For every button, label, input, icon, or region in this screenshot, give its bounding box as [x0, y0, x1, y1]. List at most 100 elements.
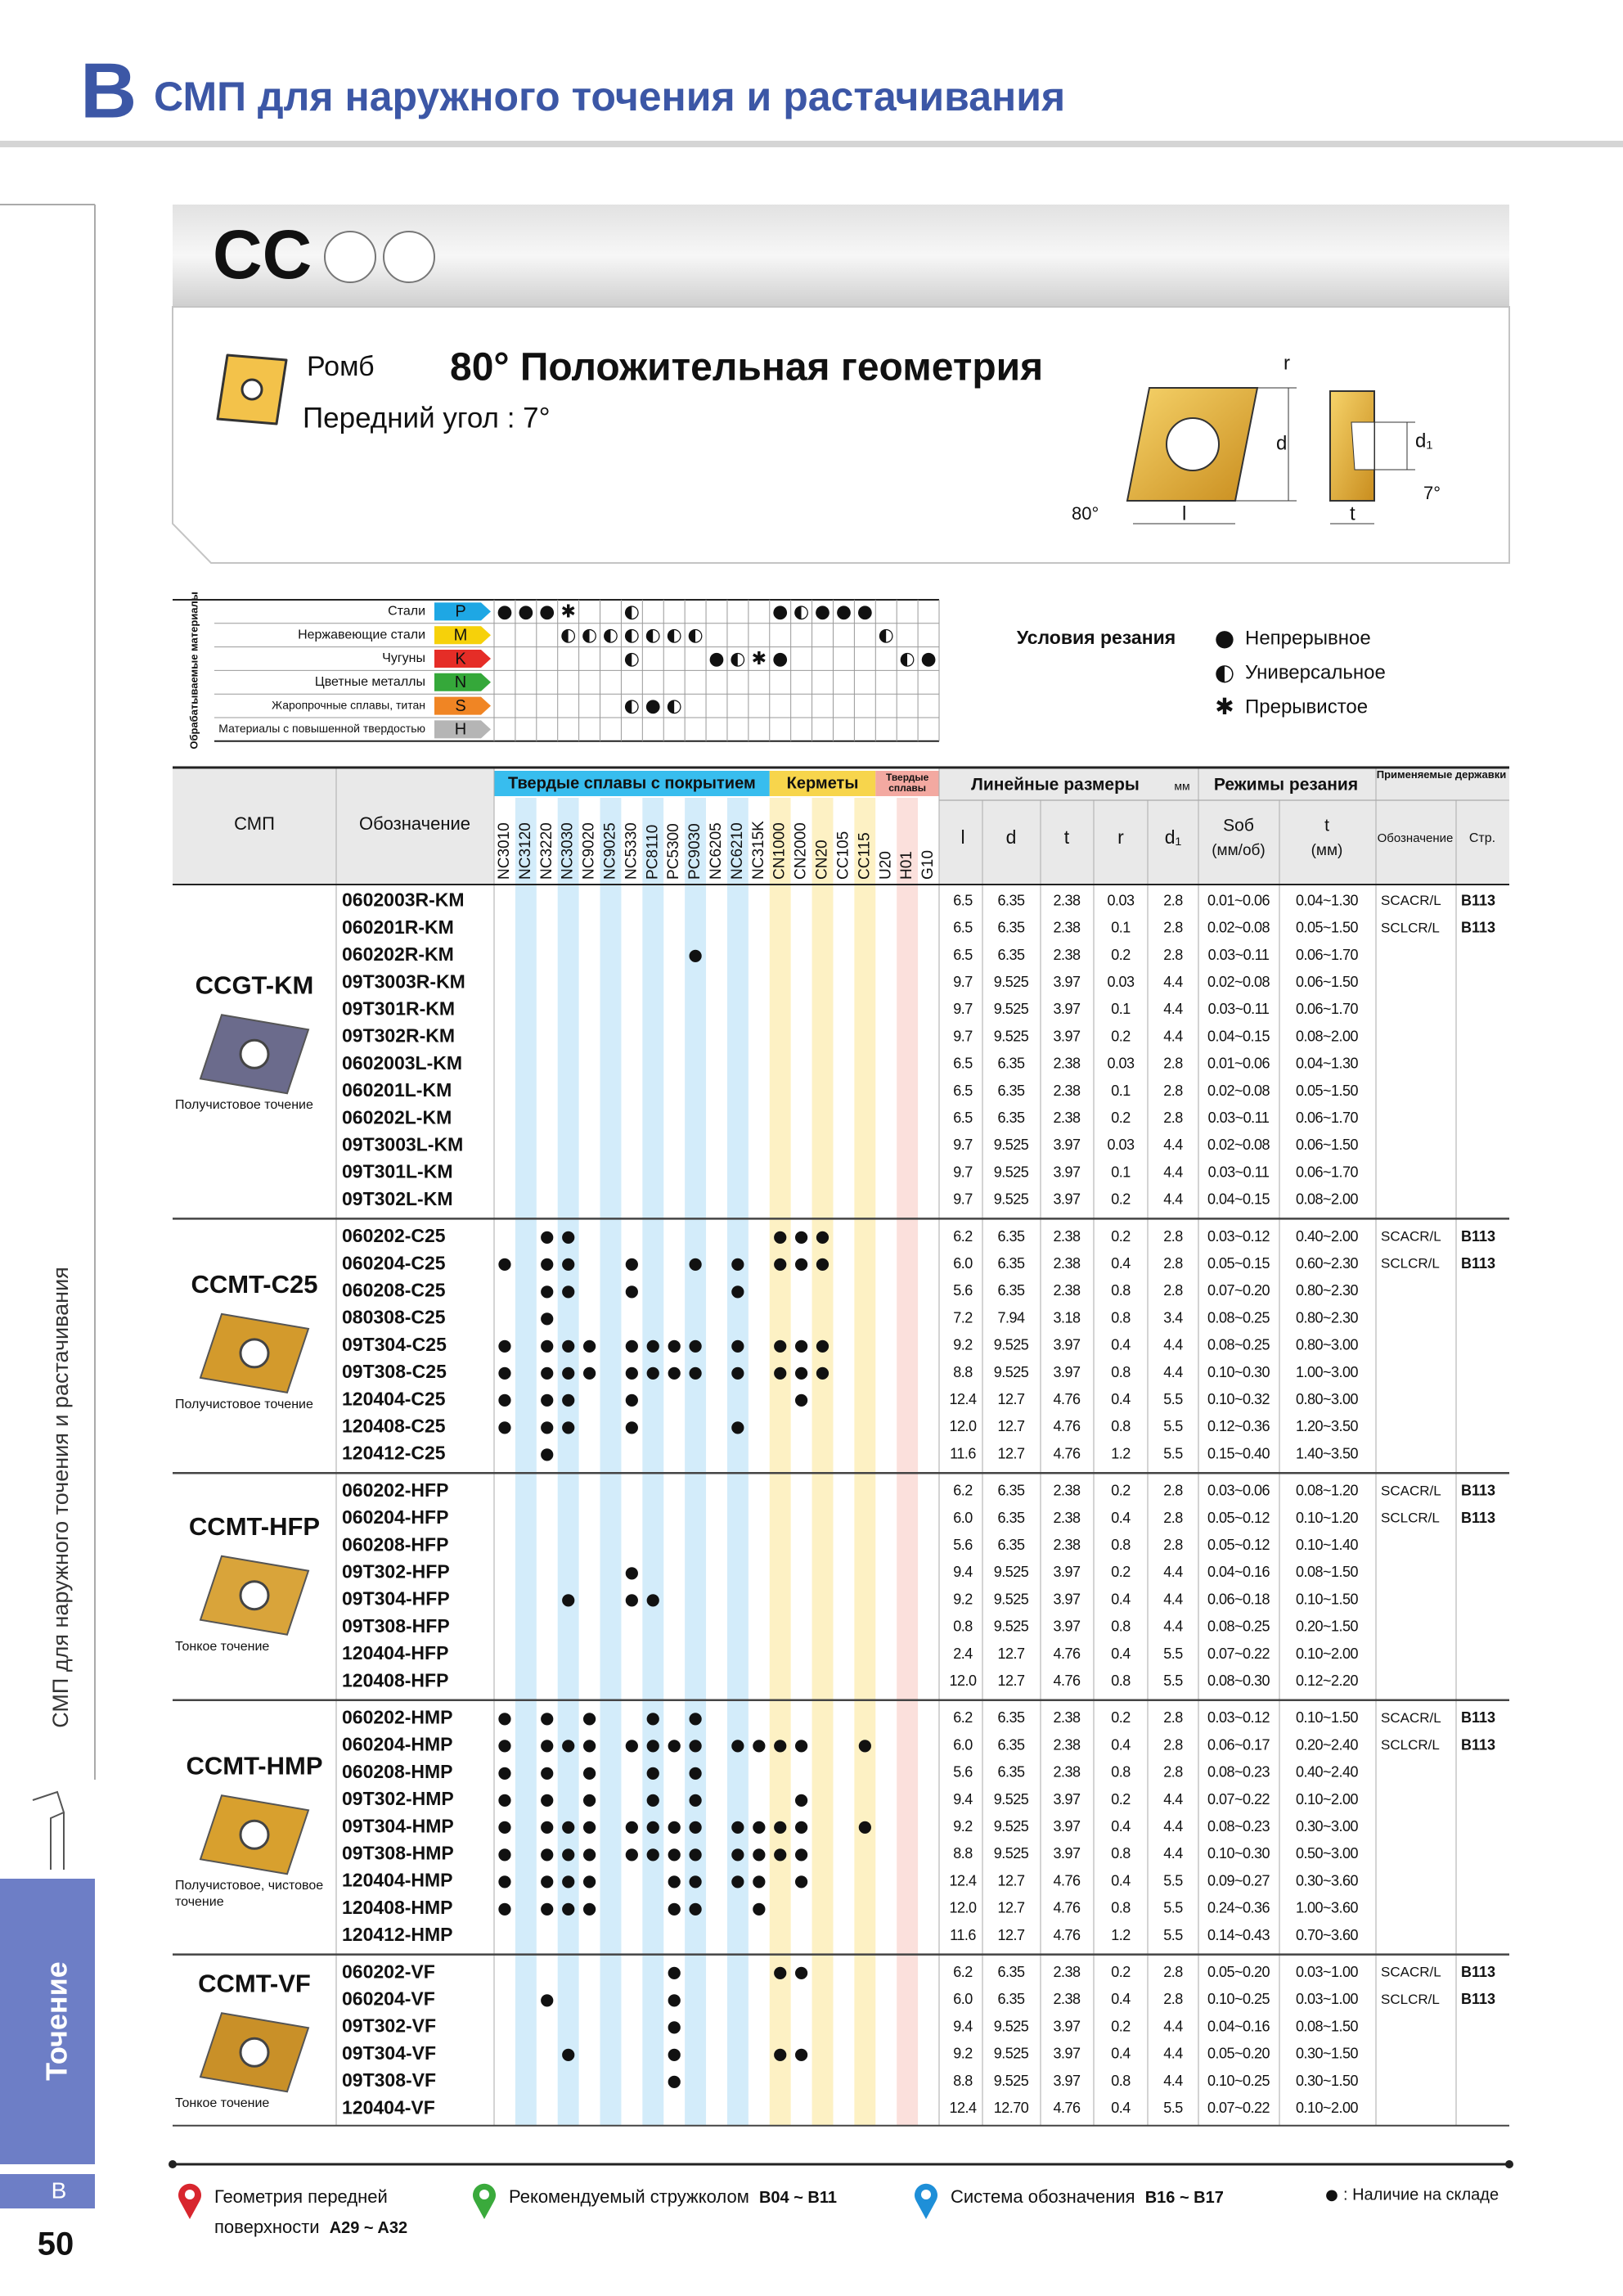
insert-code: 060208-HFP	[342, 1533, 448, 1555]
dimension: 6.2	[953, 1964, 973, 1980]
insert-code: 09T304-C25	[342, 1334, 447, 1355]
dimension: 9.7	[953, 1001, 973, 1017]
stock-dot: ●	[794, 1962, 808, 1982]
stock-dot: ●	[561, 1898, 575, 1917]
header-dim: r	[1117, 826, 1124, 848]
stock-dot: ●	[561, 1844, 575, 1863]
dimension: 2.38	[1053, 1964, 1081, 1980]
grade-name: NC9025	[601, 822, 618, 880]
stock-dot: ●	[731, 1735, 744, 1754]
dimension: 12.7	[997, 1445, 1025, 1461]
stock-dot: ●	[773, 1735, 787, 1754]
stock-dot: ●	[540, 1362, 554, 1382]
insert-code: 0602003R-KM	[342, 889, 465, 911]
cutting-value: 0.40~2.00	[1296, 1228, 1359, 1245]
dimension: 9.2	[953, 2046, 973, 2062]
dimension: 6.2	[953, 1483, 973, 1499]
stock-dot: ●	[582, 1790, 596, 1809]
stock-dot: ●	[582, 1898, 596, 1917]
material-mark: ✱	[752, 649, 767, 669]
holder-name: SCACR/L	[1381, 1710, 1441, 1726]
shape-name: Ромб	[307, 351, 375, 382]
material-mark: ●	[857, 601, 873, 622]
dimension: 0.03	[1107, 1137, 1135, 1153]
condition-symbol: ●	[1215, 624, 1234, 651]
dimension: 2.8	[1163, 920, 1183, 936]
dimension: 2.8	[1163, 1736, 1183, 1753]
material-mark: ●	[645, 696, 661, 717]
material-mark: ●	[518, 601, 533, 622]
insert-caption-box: Получистовое точение	[175, 1097, 335, 1114]
holder-name: SCACR/L	[1381, 893, 1441, 908]
dimension: 0.4	[1111, 1736, 1131, 1753]
stock-dot: ●	[540, 1844, 554, 1863]
dimension: 9.2	[953, 1818, 973, 1835]
dimension: 6.35	[997, 1083, 1025, 1099]
dimension: 4.76	[1053, 1391, 1081, 1407]
diagram-label: 80°	[1072, 503, 1099, 524]
cutting-value: 0.03~1.00	[1296, 1991, 1359, 2007]
footer-icon	[178, 2183, 201, 2219]
dimension: 6.5	[953, 1056, 973, 1072]
dimension: 3.97	[1053, 974, 1081, 990]
insert-name: CCGT-KM	[196, 970, 314, 999]
grade-group-text: Твердые сплавы	[885, 772, 929, 794]
header-title: СМП для наружного точения и растачивания	[154, 74, 1065, 119]
cutting-value: 0.02~0.08	[1207, 920, 1270, 936]
cutting-value: 0.04~0.16	[1207, 1564, 1270, 1580]
grade-stripe	[812, 798, 834, 2126]
insert-caption: Тонкое точение	[175, 1640, 269, 1654]
material-mark: ◐	[624, 696, 640, 717]
insert-code: 09T302L-KM	[342, 1188, 452, 1209]
stock-dot: ●	[497, 1790, 511, 1809]
dimension: 6.35	[997, 1110, 1025, 1126]
footer-link-ref: B16 ~ B17	[1144, 2189, 1224, 2207]
material-mark: ✱	[560, 601, 575, 622]
stock-dot: ●	[561, 1389, 575, 1409]
stock-dot: ●	[752, 1898, 766, 1917]
dimension: 3.97	[1053, 1845, 1081, 1862]
grade-stripe	[685, 798, 707, 2126]
grade-name: NC3120	[517, 822, 534, 880]
cutting-value: 0.06~1.70	[1296, 947, 1359, 963]
cutting-value: 0.05~0.20	[1207, 1964, 1270, 1980]
stock-dot: ●	[731, 1335, 744, 1354]
cutting-value: 0.60~2.30	[1296, 1255, 1359, 1272]
insert-image	[199, 2012, 310, 2093]
insert-hole	[239, 1580, 270, 1611]
header-cut-unit: (мм)	[1311, 842, 1343, 859]
dimension: 12.4	[949, 2100, 977, 2116]
footer-dot	[169, 2160, 177, 2168]
grade-stripe	[536, 798, 558, 885]
cutting-value: 0.03~0.06	[1207, 1483, 1270, 1499]
dimension: 4.76	[1053, 1672, 1081, 1689]
grade-group-label: Твердые сплавы	[885, 772, 929, 794]
footer-link-label: Рекомендуемый стружколом	[509, 2186, 749, 2207]
stock-dot: ●	[667, 1362, 681, 1382]
dimension: 9.7	[953, 1028, 973, 1044]
dimension: 7.2	[953, 1309, 973, 1326]
cutting-value: 0.10~1.50	[1296, 1591, 1359, 1607]
stock-dot: ●	[667, 1735, 681, 1754]
dimension: 2.38	[1053, 1255, 1081, 1272]
stock-dot: ●	[688, 945, 702, 965]
shape-icon	[216, 353, 288, 425]
dimension: 4.4	[1163, 1364, 1183, 1380]
insert-code: 120404-HMP	[342, 1870, 453, 1891]
dimension: 6.35	[997, 920, 1025, 936]
dimension: 3.97	[1053, 2018, 1081, 2034]
insert-code: 09T308-C25	[342, 1361, 447, 1382]
stock-dot: ●	[688, 1871, 702, 1890]
dimension: 9.7	[953, 1191, 973, 1208]
dimension: 2.8	[1163, 1110, 1183, 1126]
cutting-value: 0.50~3.00	[1296, 1845, 1359, 1862]
dimension: 12.7	[997, 1900, 1025, 1916]
stock-dot: ●	[497, 1762, 511, 1781]
cutting-value: 0.06~1.50	[1296, 1137, 1359, 1153]
dimension: 2.38	[1053, 1510, 1081, 1526]
dimension: 0.1	[1111, 1164, 1131, 1180]
material-mark: ●	[836, 601, 852, 622]
dimension: 0.03	[1107, 892, 1135, 908]
footer-link: Система обозначения B16 ~ B17	[951, 2186, 1224, 2207]
stock-dot: ●	[582, 1735, 596, 1754]
